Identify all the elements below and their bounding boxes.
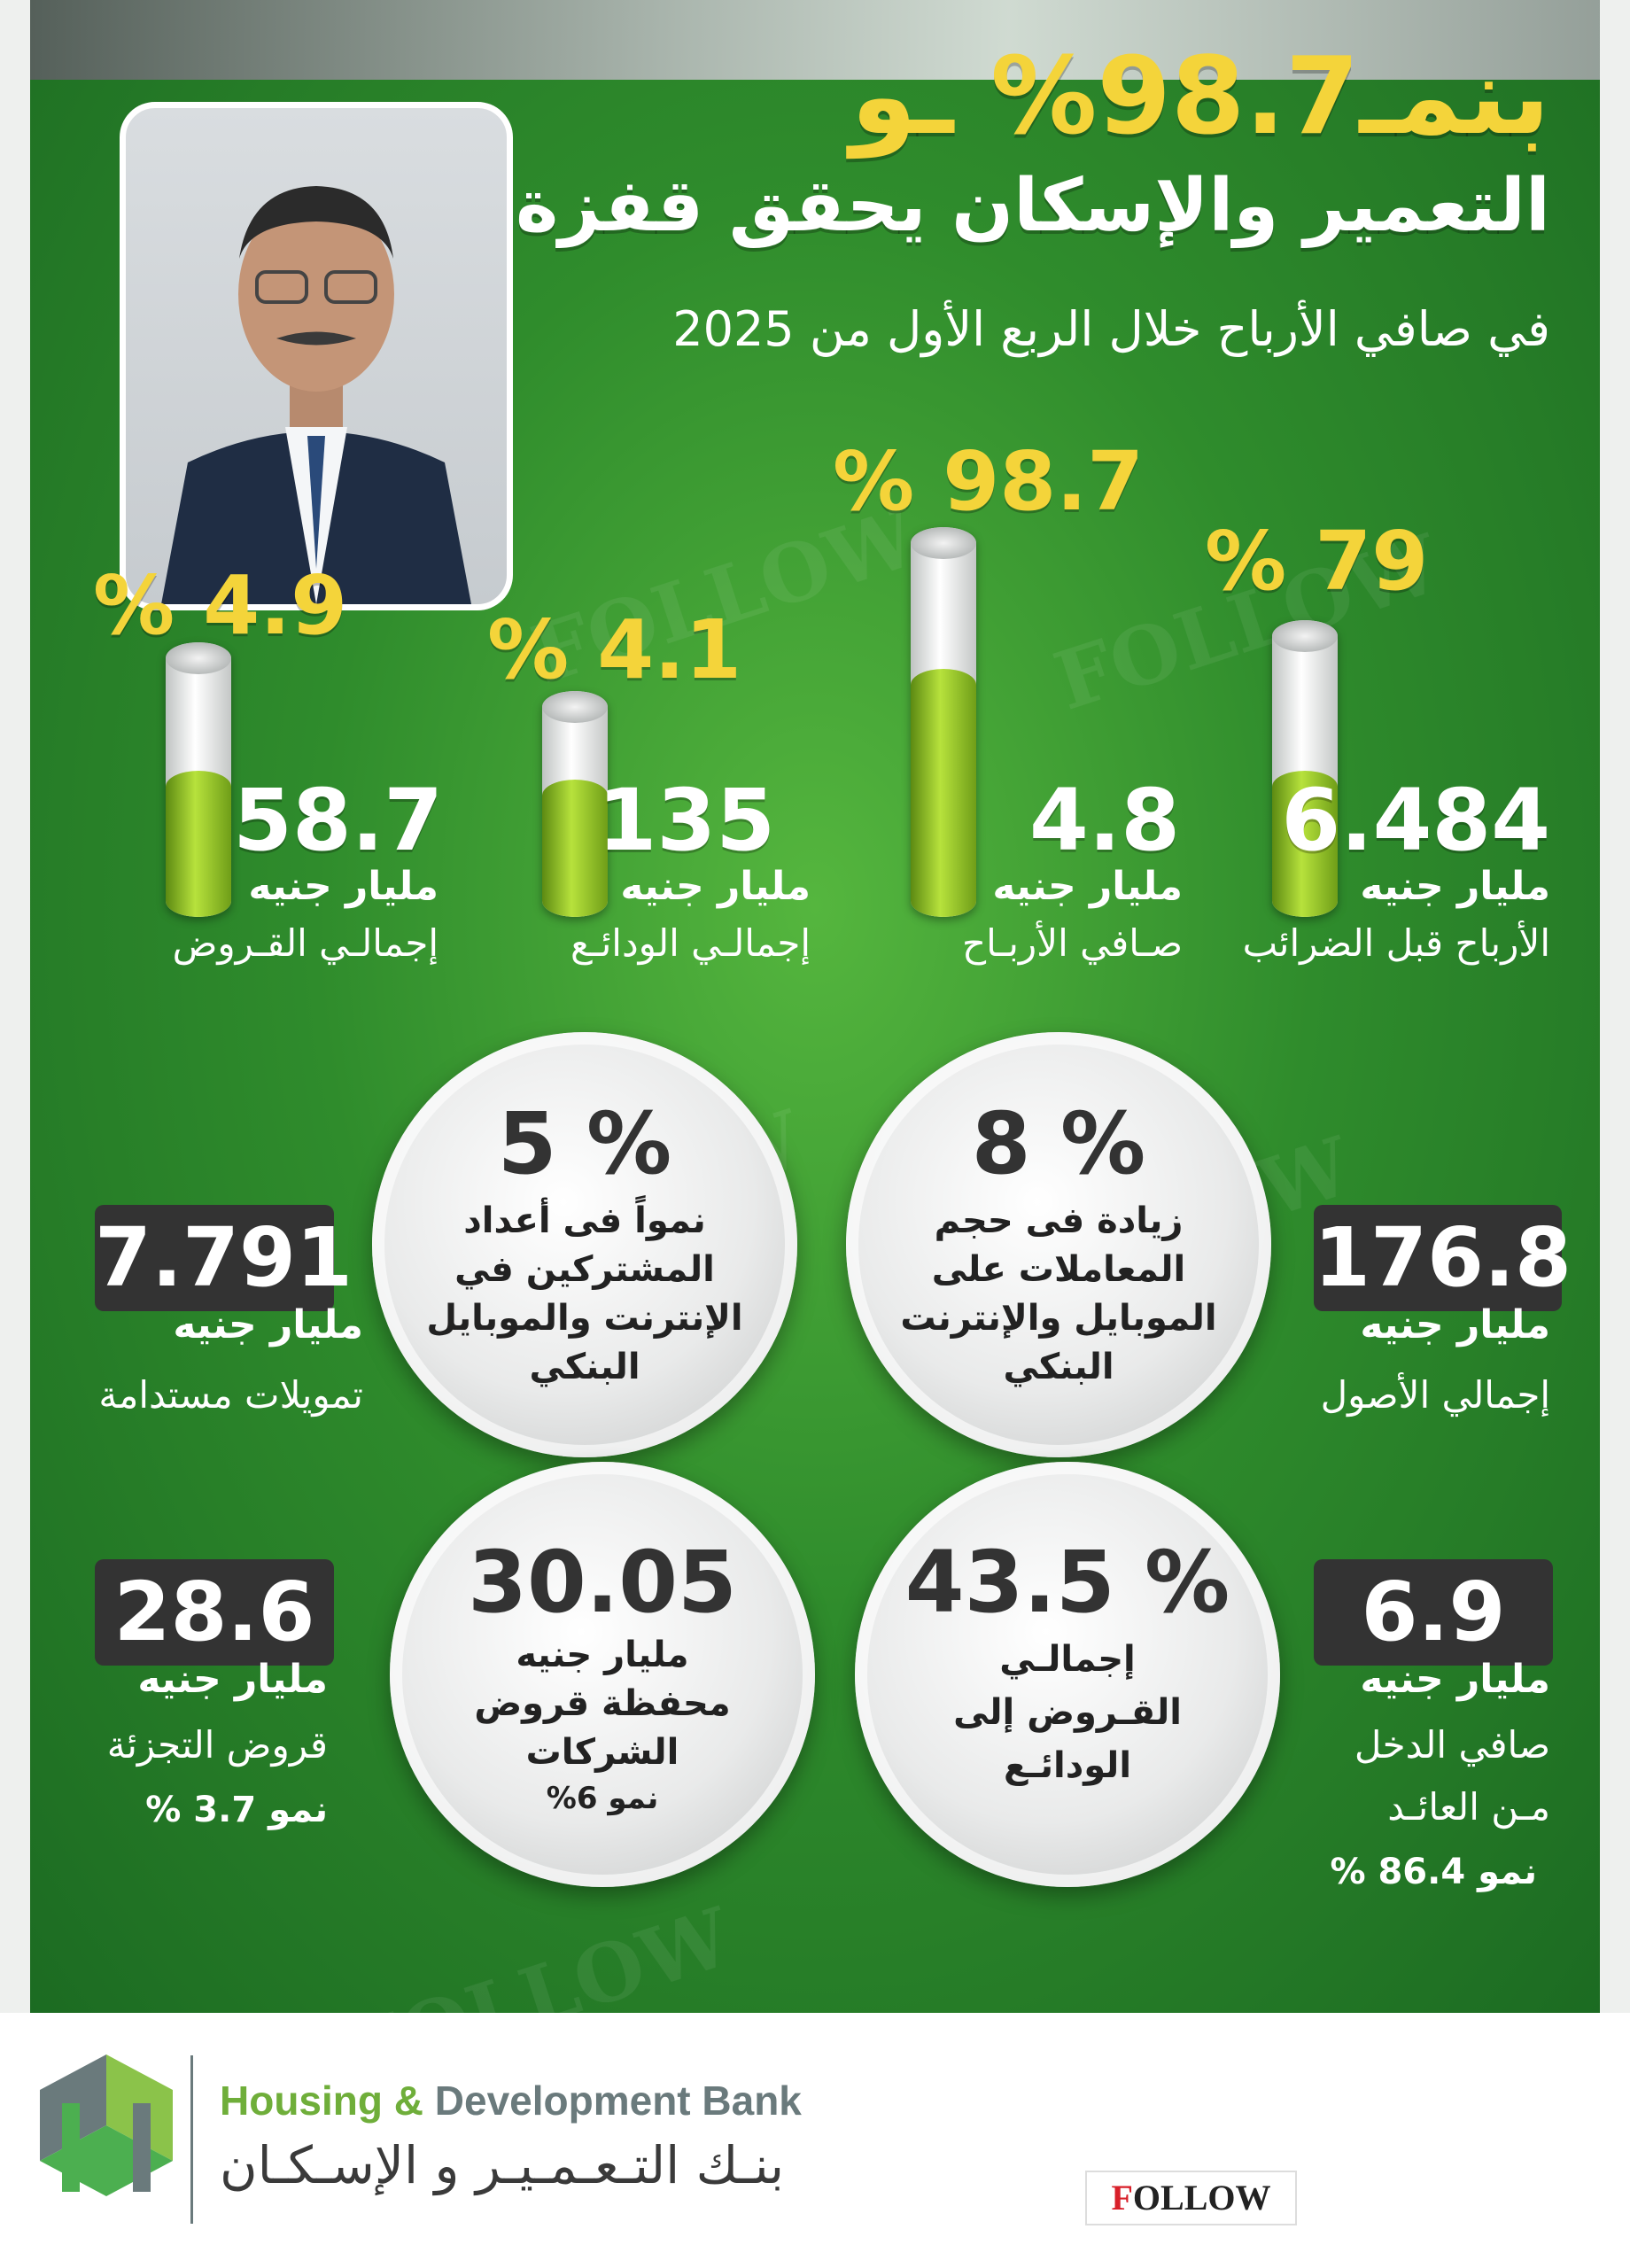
bar-growth-label: % 4.1 — [487, 602, 742, 697]
circle-text: الموبايل والإنترنت — [900, 1298, 1217, 1339]
bar-value: 58.7 — [233, 771, 443, 870]
bar-fill — [542, 780, 608, 917]
circle-text: محفظة قروض — [474, 1683, 731, 1724]
bar-label: إجمالـي الودائـع — [570, 921, 811, 965]
circle-text: زيادة فى حجم — [934, 1200, 1184, 1241]
circle-text: الشركات — [525, 1732, 679, 1773]
circle-text: نمواً فى أعداد — [463, 1200, 706, 1241]
total-assets-value: 176.8 — [1314, 1205, 1572, 1311]
circle-text: إجمالـي — [999, 1639, 1136, 1680]
bar-unit: مليار جنيه — [1360, 864, 1550, 909]
bar-unit: مليار جنيه — [992, 864, 1183, 909]
circle-big-value: % 5 — [497, 1094, 672, 1193]
bar-label: الأرباح قبل الضرائب — [1242, 921, 1550, 965]
circle-big-value: 30.05 — [468, 1533, 737, 1632]
bank-name-english: Housing & Development Bank — [220, 2078, 802, 2124]
circle-corporate-loans: 30.05 مليار جنيه محفظة قروض الشركات نمو … — [390, 1462, 815, 1887]
circle-text: البنكي — [529, 1347, 640, 1387]
bar-fill — [911, 669, 976, 917]
bar-unit: مليار جنيه — [248, 864, 439, 909]
ceo-portrait — [120, 102, 513, 610]
footer — [0, 2013, 1630, 2268]
circle-big-value: % 43.5 — [904, 1533, 1230, 1632]
sustainable-finance-label: تمويلات مستدامة — [98, 1373, 363, 1417]
retail-loans-unit: مليار جنيه — [137, 1657, 328, 1702]
circle-big-value: % 8 — [971, 1094, 1146, 1193]
circle-text: نمو 6% — [546, 1781, 659, 1816]
bar-cap — [542, 691, 608, 723]
circle-text: مليار جنيه — [516, 1635, 689, 1675]
bar-growth-label: % 4.9 — [93, 558, 348, 653]
bar-cap — [166, 642, 231, 674]
watermark: FOLLOW — [335, 1890, 742, 2013]
circle-text: البنكي — [1003, 1347, 1114, 1387]
follow-logo: FOLLOW — [1085, 2171, 1297, 2225]
bank-name-arabic: بنـك التـعـمـيـر و الإسـكـان — [220, 2135, 785, 2195]
bar-value: 4.8 — [1028, 771, 1180, 870]
bar-unit: مليار جنيه — [620, 864, 811, 909]
net-interest-income-label: صافي الدخل — [1354, 1723, 1550, 1767]
headline-main: التعمير والإسكان يحقق قفزة — [516, 164, 1550, 248]
bar-tube — [911, 527, 976, 917]
retail-loans-label: قروض التجزئة — [106, 1723, 328, 1767]
circle-text: الإنترنت والموبايل — [426, 1298, 743, 1339]
retail-loans-growth: نمو 3.7 % — [145, 1790, 328, 1830]
bar-fill — [1272, 771, 1338, 917]
circle-loans-to-deposits: % 43.5 إجمالـي القـروض إلى الودائـع — [855, 1462, 1280, 1887]
total-assets-label: إجمالي الأصول — [1320, 1373, 1550, 1417]
circle-text: المعاملات على — [931, 1249, 1186, 1290]
circle-text: القـروض إلى — [953, 1692, 1182, 1733]
bar-growth-label: % 79 — [1205, 514, 1429, 609]
sustainable-finance-value: 7.791 — [95, 1205, 353, 1311]
bar-cap — [1272, 620, 1338, 652]
bar-growth-label: % 98.7 — [833, 434, 1145, 529]
circle-text: الودائـع — [1003, 1745, 1132, 1786]
hdb-logo-icon — [40, 2054, 173, 2196]
bar-fill — [166, 771, 231, 917]
bar-tube — [166, 642, 231, 917]
bar-label: صـافي الأربـاح — [961, 921, 1183, 965]
circle-text: المشتركين في — [454, 1249, 715, 1290]
bar-tube — [1272, 620, 1338, 917]
bar-tube — [542, 691, 608, 917]
bar-label: إجمالـي القـروض — [172, 921, 439, 965]
logo-divider — [190, 2055, 193, 2224]
headline-sub: في صافي الأرباح خلال الربع الأول من 2025 — [672, 301, 1550, 357]
banknote-background — [30, 0, 1600, 80]
bar-value: 135 — [597, 771, 775, 870]
net-interest-income-unit: مليار جنيه — [1360, 1657, 1550, 1702]
headline-percent: بنمـ98.7% ـو — [850, 35, 1550, 159]
retail-loans-value: 28.6 — [95, 1559, 334, 1666]
total-assets-unit: مليار جنيه — [1360, 1302, 1550, 1348]
net-interest-income-label-2: مـن العائـد — [1387, 1785, 1550, 1829]
net-interest-income-value: 6.9 — [1314, 1559, 1553, 1666]
net-interest-income-growth: نمو 86.4 % — [1330, 1852, 1537, 1892]
bar-value: 6.484 — [1281, 771, 1550, 870]
circle-internet-subscribers: % 5 نمواً فى أعداد المشتركين في الإنترنت… — [372, 1032, 797, 1457]
circle-mobile-transactions: % 8 زيادة فى حجم المعاملات على الموبايل … — [846, 1032, 1271, 1457]
bar-cap — [911, 527, 976, 559]
sustainable-finance-unit: مليار جنيه — [173, 1302, 363, 1348]
